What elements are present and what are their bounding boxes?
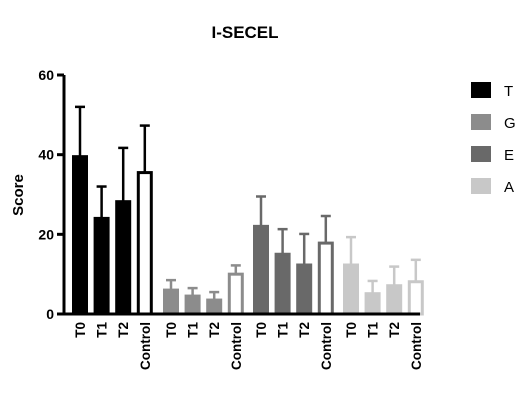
x-tick-label: T2 [207,322,222,338]
x-tick-label: T1 [186,322,201,338]
legend-swatch-G [471,114,491,130]
x-tick-label: Control [138,322,153,370]
bars-group [72,105,424,316]
x-tick-label: T0 [164,322,179,338]
x-tick-label: T1 [95,322,110,338]
bar-E-T1 [274,252,291,316]
y-tick-label: 40 [38,147,54,163]
x-tick-label: Control [409,322,424,370]
x-tick-label: T0 [73,322,88,338]
y-axis-label: Score [10,174,27,216]
legend-label-A: A [504,179,514,196]
legend-label-T: T [504,83,513,100]
y-tick-label: 20 [38,226,54,242]
legend-label-G: G [504,115,516,132]
x-tick-label: T0 [254,322,269,338]
x-tick-label: T1 [366,322,381,338]
legend-label-E: E [504,147,514,164]
bar-T-Control [136,171,153,316]
y-tick-label: 60 [38,67,54,83]
bar-E-Control [317,241,334,316]
legend-swatch-E [471,146,491,162]
bar-T-T2 [115,200,132,316]
bar-E-T0 [253,224,269,316]
bar-T-T0 [72,155,88,316]
bar-G-T0 [163,288,179,316]
x-tick-label: T1 [276,322,291,338]
bar-G-Control [227,272,244,316]
x-axis: T0 T1 T2 Control T0 T1 T2 Control T0 T1 T2 Control T… [64,312,424,370]
y-axis: 0 20 40 60 [38,67,66,322]
bar-A-T1 [364,292,381,316]
x-tick-label: T2 [387,322,402,338]
x-tick-label: Control [319,322,334,370]
bar-G-T1 [184,294,201,316]
x-tick-label: T2 [297,322,312,338]
bar-T-T1 [93,216,110,316]
legend-swatch-A [471,178,491,194]
bar-A-T0 [343,263,359,316]
chart-title: I-SECEL [211,23,278,42]
bar-E-T2 [296,263,313,316]
bar-A-T2 [386,284,403,316]
y-tick-label: 0 [46,306,54,322]
bar-G-T2 [206,298,223,316]
x-tick-label: Control [229,322,244,370]
x-tick-label: T0 [344,322,359,338]
bar-A-Control [407,280,424,316]
x-tick-label: T2 [116,322,131,338]
legend-swatch-T [471,82,491,98]
